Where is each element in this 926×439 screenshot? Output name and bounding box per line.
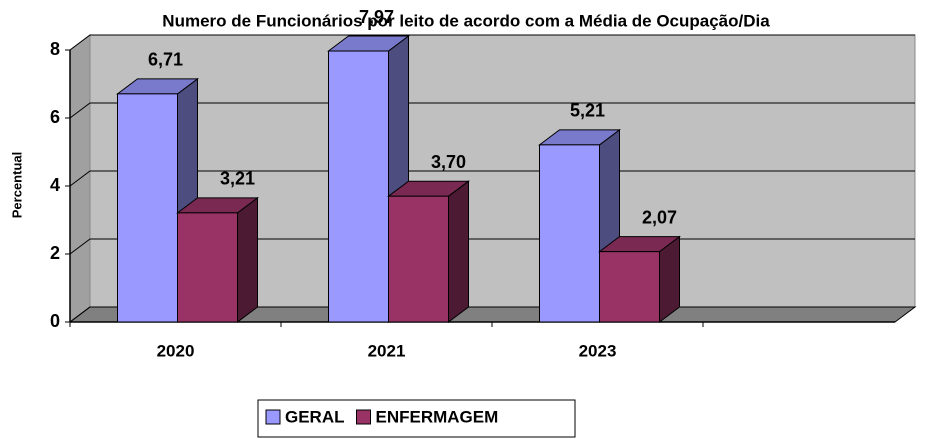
x-tick-label: 2021	[368, 341, 406, 360]
bar	[387, 180, 470, 323]
x-tick-label: 2020	[157, 341, 195, 360]
bar	[116, 77, 199, 323]
y-tick-label: 2	[50, 243, 60, 263]
legend-swatch	[265, 409, 281, 425]
y-tick-label: 8	[50, 39, 60, 59]
y-tick-label: 4	[50, 175, 60, 195]
bar	[598, 235, 681, 323]
y-tick-label: 6	[50, 107, 60, 127]
bar-side	[448, 180, 469, 323]
grid-segment	[69, 102, 915, 119]
bar-front	[599, 251, 660, 323]
legend-swatch	[356, 409, 371, 425]
legend-label: GERAL	[285, 407, 345, 426]
data-label: 3,21	[220, 169, 255, 189]
bar-front	[539, 144, 600, 323]
legend-box	[257, 399, 576, 438]
bar-front	[328, 50, 389, 323]
bar-front	[388, 195, 449, 323]
chart-title: Numero de Funcionários por leito de acor…	[162, 11, 770, 30]
data-label: 6,71	[148, 50, 183, 70]
data-label: 5,21	[570, 101, 605, 121]
y-tick-label: 0	[50, 311, 60, 331]
x-tick-label: 2023	[579, 341, 617, 360]
bar	[176, 196, 259, 323]
bar	[538, 128, 621, 323]
data-label: 2,07	[642, 207, 677, 227]
y-axis-label: Percentual	[9, 152, 24, 218]
data-label: 3,70	[431, 152, 466, 172]
grid-line	[69, 170, 915, 187]
bar-front	[177, 212, 238, 323]
grid-segment	[69, 34, 915, 51]
grid-segment	[69, 170, 915, 187]
grid-line	[69, 34, 915, 51]
grid-line	[69, 102, 915, 119]
bar-side	[237, 196, 258, 323]
data-label: 7,97	[359, 7, 394, 27]
bar-front	[117, 93, 178, 323]
legend-label: ENFERMAGEM	[376, 407, 499, 426]
